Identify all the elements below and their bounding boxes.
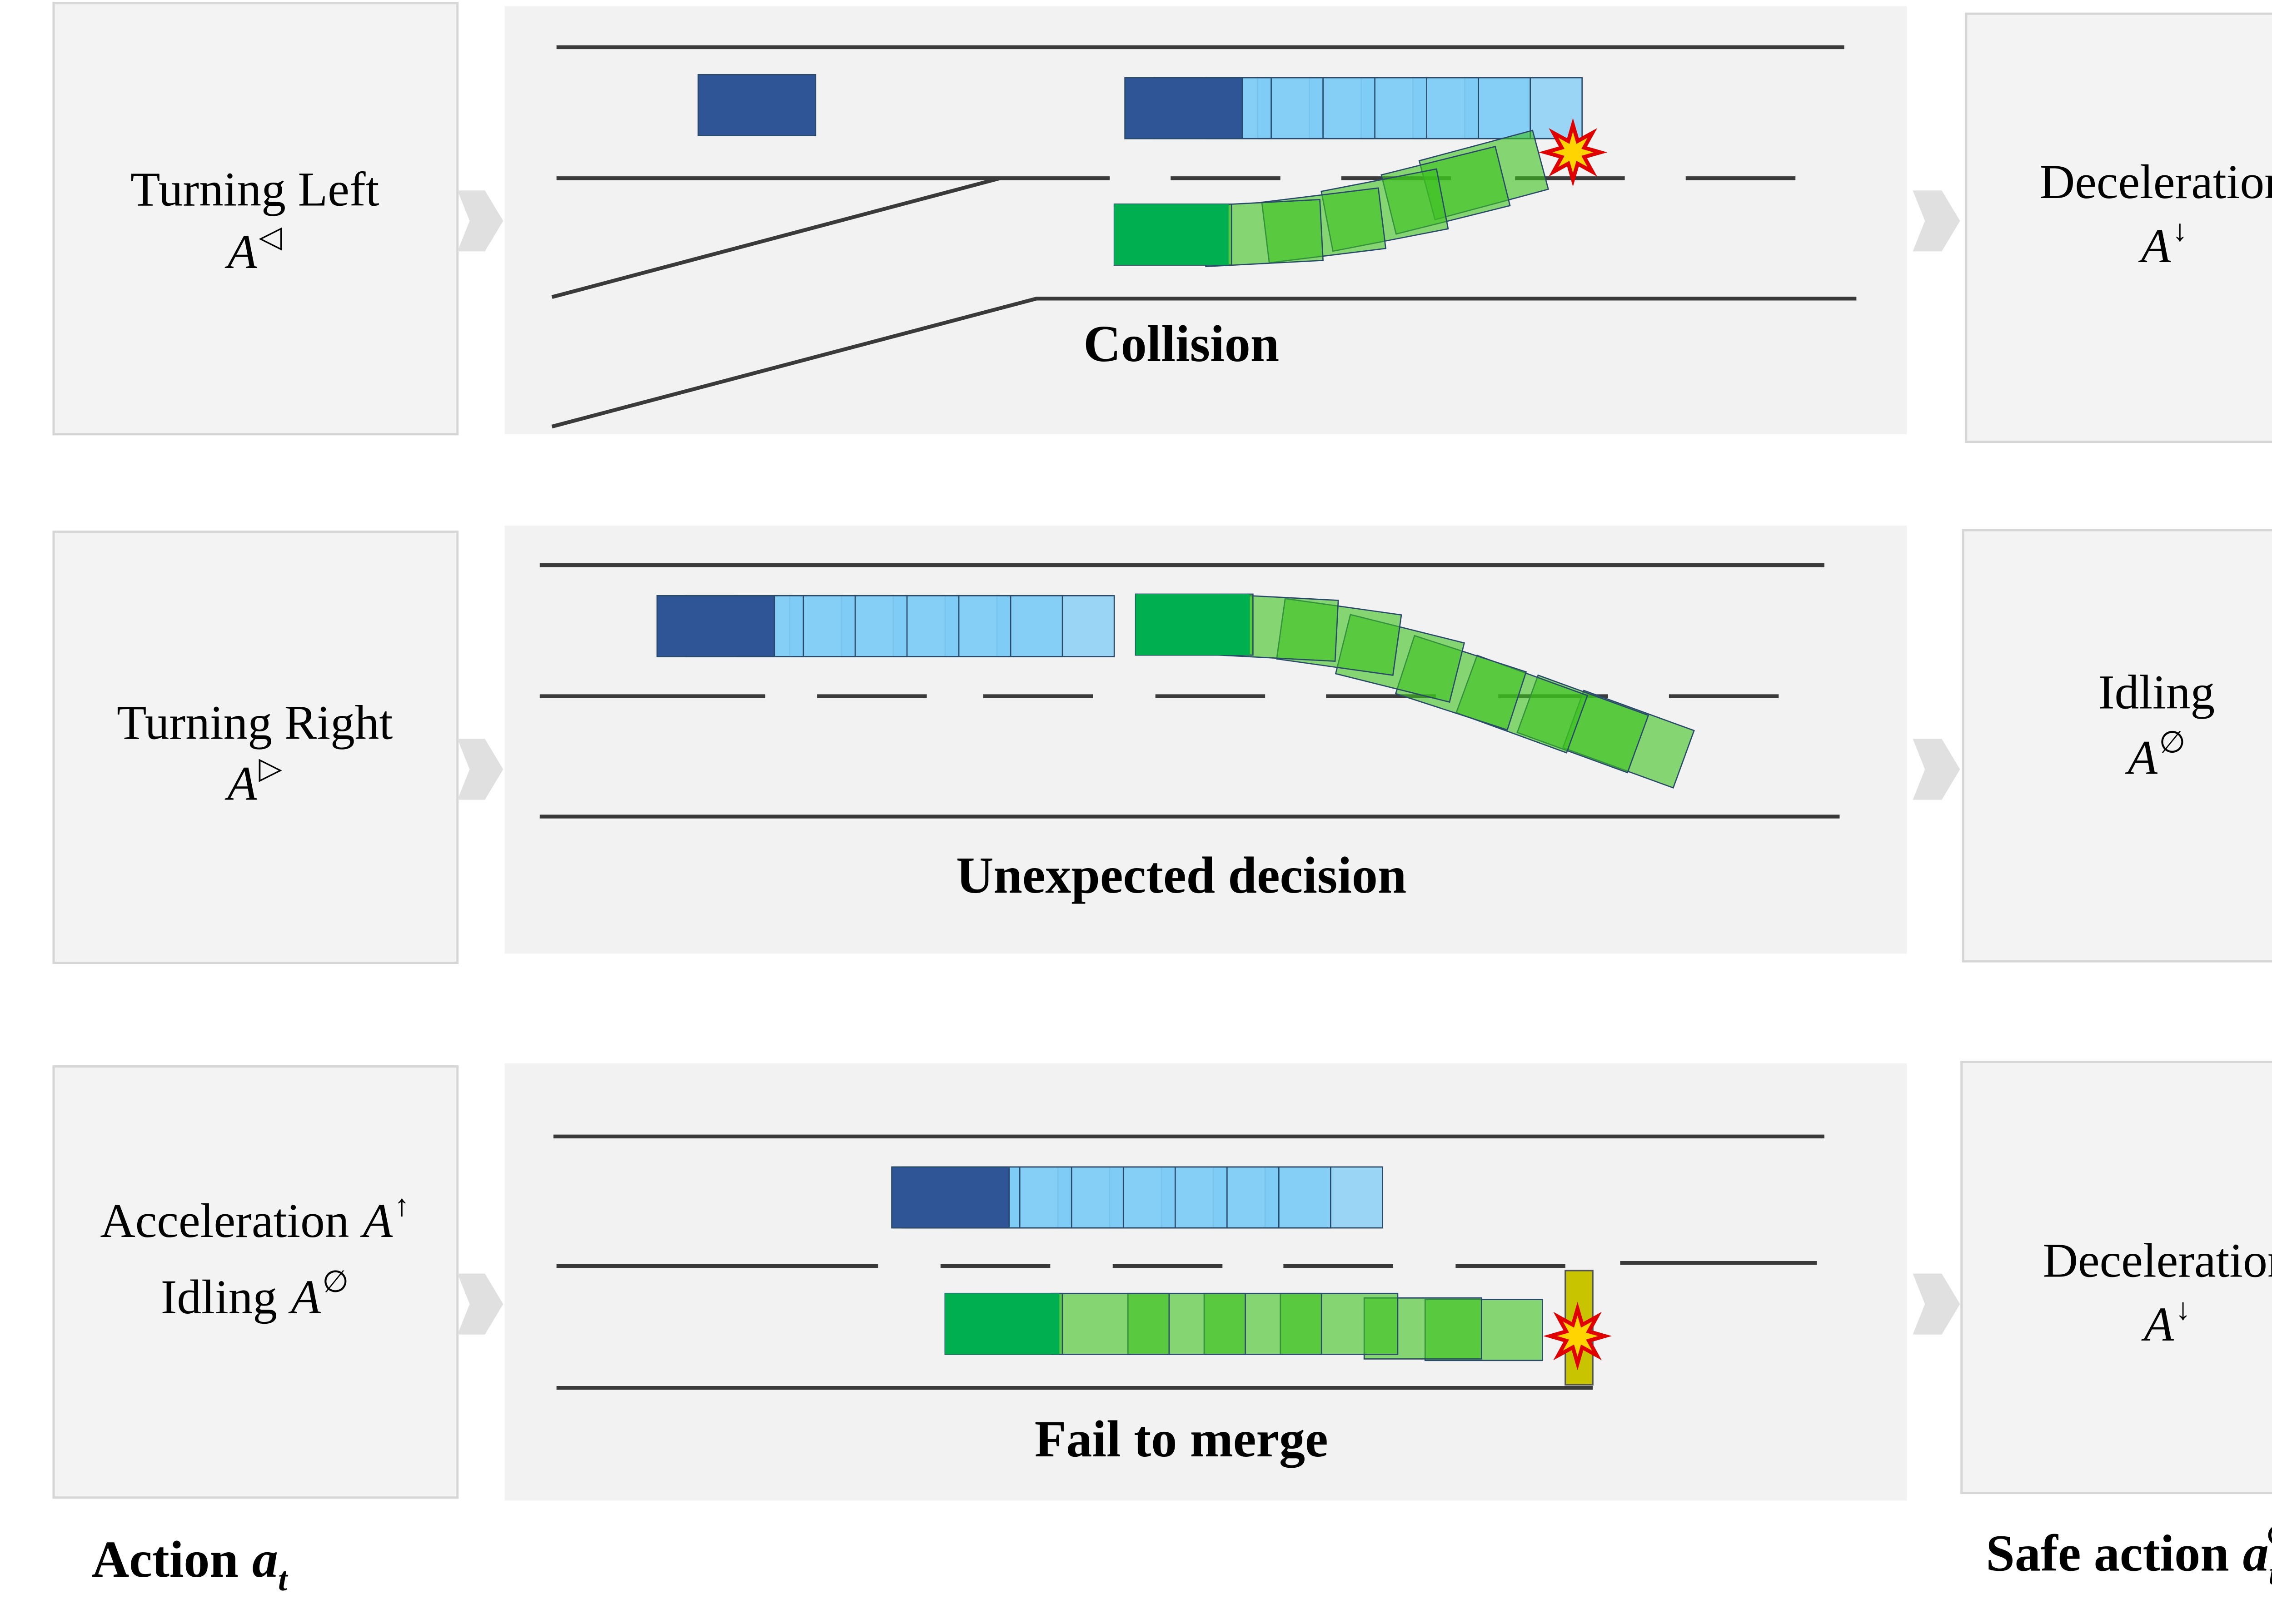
- label: Action at: [92, 1530, 289, 1598]
- label-text: Idling: [2098, 665, 2215, 719]
- superscript: ◁: [259, 219, 282, 253]
- label: Idling: [2098, 665, 2215, 719]
- label: Deceleration: [2043, 1233, 2272, 1287]
- label-text: Acceleration: [100, 1194, 349, 1248]
- label: A ↓: [2138, 214, 2187, 273]
- superscript: ↑: [394, 1188, 409, 1222]
- label-text: Turning Right: [117, 696, 393, 750]
- label-text: Deceleration: [2040, 155, 2272, 209]
- action-box: [52, 1065, 459, 1499]
- action-box: [52, 530, 459, 964]
- label: A ▷: [224, 751, 282, 811]
- arrow: [1913, 1273, 1960, 1335]
- safe-box: [1965, 12, 2272, 443]
- caption: Fail to merge: [1035, 1410, 1328, 1468]
- car: [698, 74, 817, 136]
- symbol: a: [252, 1530, 278, 1588]
- superscript: ∅: [322, 1265, 349, 1299]
- superscript: ∅: [2159, 725, 2185, 760]
- road-line: [551, 176, 1001, 299]
- label: Turning Right: [117, 696, 393, 750]
- car: [1124, 77, 1243, 139]
- car: [1051, 1292, 1170, 1355]
- symbol: A: [2125, 731, 2157, 785]
- safe-box: [1962, 529, 2272, 963]
- road-line: [551, 297, 1857, 429]
- superscript: ▷: [259, 751, 282, 785]
- label: Deceleration: [2040, 155, 2272, 209]
- label: A ↓: [2141, 1292, 2190, 1351]
- explosion: [1539, 118, 1608, 187]
- explosion: [1543, 1301, 1612, 1371]
- label: Idling A ∅: [161, 1265, 349, 1324]
- symbol: A: [2138, 219, 2171, 273]
- label-text: Action: [92, 1530, 239, 1588]
- arrow: [457, 1273, 503, 1335]
- superscript: ↓: [2175, 1292, 2191, 1326]
- action-box: [52, 2, 459, 436]
- symbol: A: [224, 225, 257, 279]
- car: [656, 595, 775, 657]
- car: [945, 1293, 1060, 1355]
- arrow: [457, 739, 503, 800]
- label-text: Turning Left: [130, 163, 379, 217]
- label-text: Idling: [161, 1270, 277, 1324]
- label-text: Safe action: [1986, 1525, 2229, 1582]
- label: A ∅: [2125, 725, 2185, 785]
- superscript: ↓: [2172, 214, 2187, 248]
- subscript: t: [2269, 1554, 2272, 1592]
- caption: Unexpected decision: [956, 846, 1406, 904]
- car: [891, 1166, 1010, 1229]
- subscript: t: [278, 1560, 289, 1598]
- safe-box: [1960, 1060, 2272, 1495]
- car: [1114, 204, 1229, 265]
- superscript: ⊙: [2266, 1518, 2272, 1552]
- symbol: A: [288, 1270, 321, 1324]
- arrow: [1913, 190, 1960, 252]
- label: Acceleration A ↑: [100, 1188, 409, 1248]
- label: A ◁: [224, 219, 282, 279]
- arrow: [457, 190, 503, 252]
- caption: Collision: [1083, 315, 1279, 372]
- symbol: a: [2243, 1525, 2269, 1582]
- symbol: A: [224, 757, 257, 811]
- symbol: A: [360, 1194, 393, 1248]
- label-text: Deceleration: [2043, 1233, 2272, 1287]
- car: [1136, 594, 1250, 656]
- arrow: [1913, 739, 1960, 800]
- label: Turning Left: [130, 163, 379, 217]
- label: Safe actionat⊙: [1986, 1518, 2272, 1592]
- symbol: A: [2141, 1297, 2174, 1351]
